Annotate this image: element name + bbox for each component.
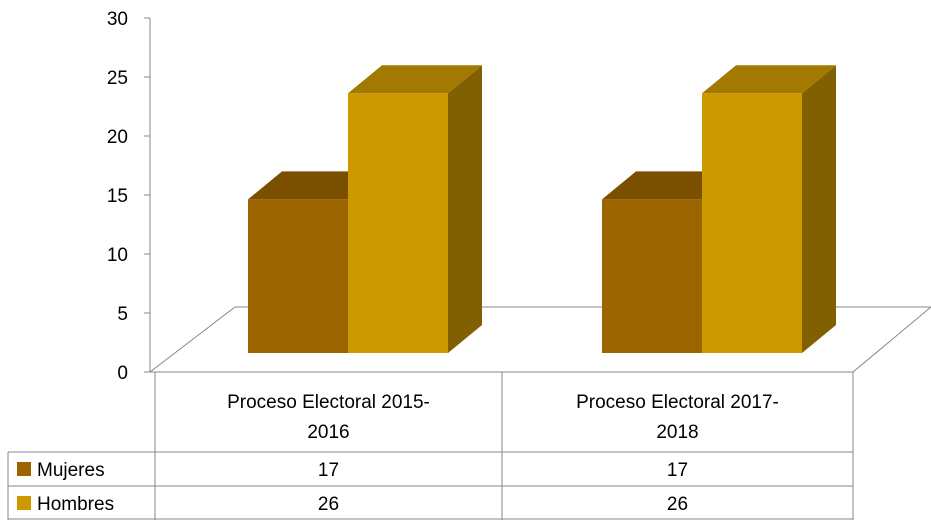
y-tick-label: 0: [117, 363, 128, 384]
x-category-label: Proceso Electoral 2015-: [227, 392, 430, 413]
legend-label: Mujeres: [37, 460, 105, 481]
y-tick-label: 30: [107, 9, 128, 30]
bar-side: [802, 65, 836, 353]
legend-label: Hombres: [37, 494, 114, 515]
y-tick-label: 10: [107, 245, 128, 266]
data-value-label: 26: [667, 494, 688, 515]
x-category-label: Proceso Electoral 2017-: [576, 392, 779, 413]
chart-floor: [148, 306, 931, 373]
data-value-label: 17: [318, 460, 339, 481]
legend-swatch-mujeres: [17, 462, 31, 476]
x-category-label: 2016: [307, 422, 349, 443]
y-tick-label: 15: [107, 186, 128, 207]
bar-mujeres: [602, 199, 702, 353]
legend-swatch-hombres: [17, 496, 31, 510]
y-tick-label: 5: [117, 304, 128, 325]
bar-hombres: [348, 93, 448, 353]
bar-top: [702, 65, 836, 94]
y-tick-label: 20: [107, 127, 128, 148]
y-tick-label: 25: [107, 68, 128, 89]
x-category-label: 2018: [656, 422, 698, 443]
bar-side: [448, 65, 482, 353]
data-value-label: 17: [667, 460, 688, 481]
bar-mujeres: [248, 199, 348, 353]
data-value-label: 26: [318, 494, 339, 515]
bar-top: [348, 65, 482, 94]
bar-hombres: [702, 93, 802, 353]
